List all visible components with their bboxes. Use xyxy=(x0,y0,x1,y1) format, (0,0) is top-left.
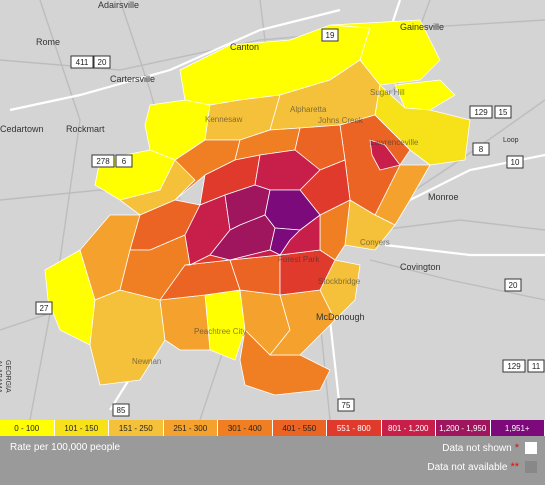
hw-11: 11 xyxy=(532,362,541,371)
legend-item: 401 - 550 xyxy=(272,420,327,436)
legend-color-bar: 0 - 100 101 - 150 151 - 250 251 - 300 301 - … xyxy=(0,420,545,436)
highway-shield: 20 xyxy=(93,55,111,69)
region-layer xyxy=(44,19,471,396)
region[interactable] xyxy=(329,19,441,86)
hw-129b: 129 xyxy=(507,362,521,371)
region[interactable] xyxy=(394,79,456,111)
legend-item: 301 - 400 xyxy=(218,420,273,436)
city-label-cedartown: Cedartown xyxy=(0,124,44,134)
city-label-sugarhill: Sugar Hill xyxy=(370,88,405,97)
city-label-stockbridge: Stockbridge xyxy=(318,277,361,286)
hw-8: 8 xyxy=(479,145,484,154)
not-available-key: Data not available ** xyxy=(427,461,537,473)
highway-shield: 19 xyxy=(321,28,339,42)
legend-item: 1,200 - 1,950 xyxy=(436,420,491,436)
legend-item: 1,951+ xyxy=(490,420,545,436)
highway-shield: 11 xyxy=(527,359,545,373)
city-label-forestpark: Forest Park xyxy=(278,255,320,264)
city-label-alabama: ALABAMA xyxy=(0,360,2,393)
not-available-mark: ** xyxy=(510,461,519,473)
highway-shield: 15 xyxy=(494,105,512,119)
city-label-kennesaw: Kennesaw xyxy=(205,115,243,124)
city-label-loop: Loop xyxy=(503,137,519,144)
not-available-swatch xyxy=(525,461,537,473)
legend-item: 101 - 150 xyxy=(54,420,109,436)
highway-shield: 411 xyxy=(70,55,94,69)
region[interactable] xyxy=(299,159,351,216)
legend-item: 801 - 1,200 xyxy=(381,420,436,436)
legend-item: 0 - 100 xyxy=(0,420,55,436)
city-label-monroe: Monroe xyxy=(428,192,459,202)
highway-shield: 75 xyxy=(337,398,355,412)
highway-shield: 85 xyxy=(112,403,130,417)
highway-shield: 129 xyxy=(502,359,526,373)
city-label-rockmart: Rockmart xyxy=(66,124,105,134)
region[interactable] xyxy=(229,249,281,261)
hw-411: 411 xyxy=(76,58,89,67)
city-label-gainesville: Gainesville xyxy=(400,22,444,32)
city-label-johnscreek: Johns Creek xyxy=(318,116,364,125)
city-label-conyers: Conyers xyxy=(360,238,390,247)
highway-shield: 10 xyxy=(506,155,524,169)
city-label-canton: Canton xyxy=(230,42,259,52)
not-available-label: Data not available xyxy=(427,461,508,473)
city-label-peachtree: Peachtree City xyxy=(194,327,246,336)
hw-20b: 20 xyxy=(509,281,518,290)
hw-85: 85 xyxy=(117,406,126,415)
hw-20a: 20 xyxy=(98,58,107,67)
city-label-cartersville: Cartersville xyxy=(110,74,155,84)
region[interactable] xyxy=(369,139,401,171)
highway-shield: 27 xyxy=(35,301,53,315)
city-labels: Adairsville Gainesville Rome Canton Cart… xyxy=(0,0,519,393)
region[interactable] xyxy=(269,227,301,256)
hw-10: 10 xyxy=(511,158,520,167)
highway-shield: 129 xyxy=(469,105,493,119)
hw-75: 75 xyxy=(342,401,351,410)
legend-item: 151 - 250 xyxy=(109,420,164,436)
city-label-covington: Covington xyxy=(400,262,441,272)
city-label-mcdonough: McDonough xyxy=(316,312,365,322)
not-shown-label: Data not shown xyxy=(442,442,512,454)
hw-19: 19 xyxy=(326,31,335,40)
hw-27: 27 xyxy=(40,304,49,313)
highway-shield: 6 xyxy=(115,154,133,168)
legend-footer: Rate per 100,000 people Data not shown *… xyxy=(0,436,545,485)
region[interactable] xyxy=(159,294,211,351)
not-shown-key: Data not shown * xyxy=(442,442,537,454)
legend-title: Rate per 100,000 people xyxy=(10,442,121,453)
highway-shield: 278 xyxy=(91,154,115,168)
legend-item: 251 - 300 xyxy=(163,420,218,436)
hw-278: 278 xyxy=(96,157,110,166)
city-label-adairsville: Adairsville xyxy=(98,0,139,10)
legend-item: 551 - 800 xyxy=(327,420,382,436)
hw-6: 6 xyxy=(122,157,127,166)
city-label-alpharetta: Alpharetta xyxy=(290,105,327,114)
hw-129a: 129 xyxy=(474,108,488,117)
hw-15: 15 xyxy=(499,108,508,117)
highway-shield: 8 xyxy=(472,142,490,156)
choropleth-map[interactable]: Adairsville Gainesville Rome Canton Cart… xyxy=(0,0,545,420)
not-shown-mark: * xyxy=(514,442,519,454)
highway-shield: 20 xyxy=(504,278,522,292)
city-label-rome: Rome xyxy=(36,37,60,47)
city-label-georgia: GEORGIA xyxy=(4,360,11,393)
city-label-newnan: Newnan xyxy=(132,357,161,366)
highway-shields: 411 20 19 129 15 278 6 8 10 27 20 75 85 … xyxy=(35,28,545,417)
not-shown-swatch xyxy=(525,442,537,454)
city-label-lawrenceville: Lawrenceville xyxy=(370,138,419,147)
